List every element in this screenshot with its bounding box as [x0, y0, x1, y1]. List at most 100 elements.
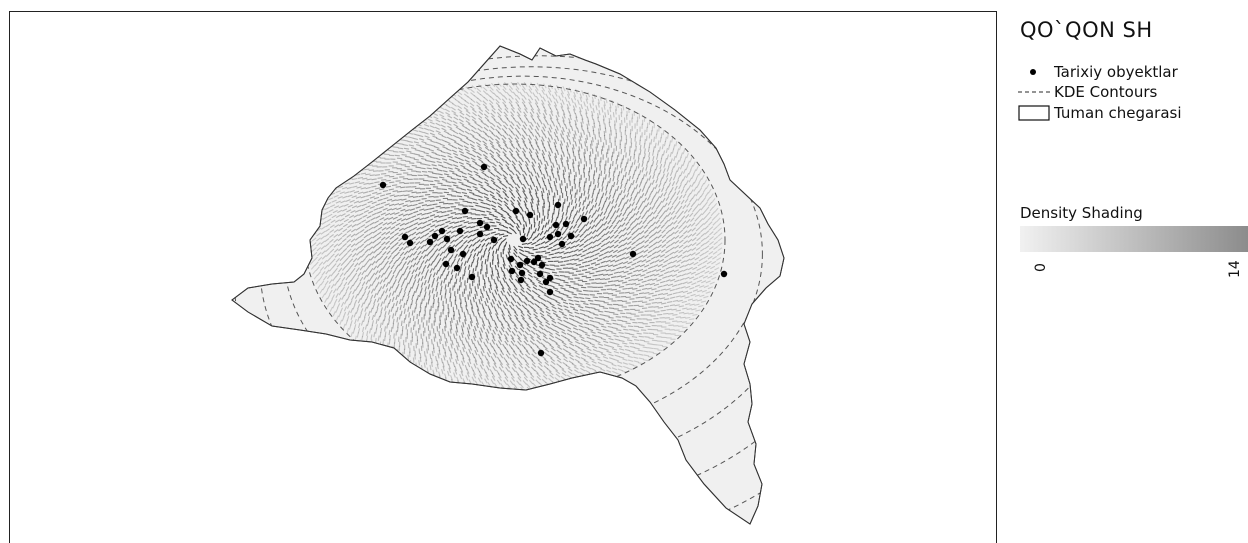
density-ring: [419, 167, 611, 313]
density-hatch-ring: [493, 222, 537, 258]
density-ring: [346, 111, 684, 369]
density-hatch-ring: [501, 229, 529, 251]
density-hatch-ring: [497, 226, 533, 254]
density-hatch-ring: [419, 167, 611, 313]
legend-item-historical-sites: Tarixiy obyektlar: [1018, 62, 1248, 82]
density-ring: [497, 226, 533, 254]
historical-site-point: [483, 223, 491, 231]
density-max-label: 14: [1227, 260, 1243, 278]
density-ring: [393, 147, 637, 333]
historical-site-point: [508, 267, 516, 275]
density-ring: [501, 229, 529, 251]
density-hatch-ring: [350, 114, 680, 366]
density-ring: [389, 144, 641, 336]
density-ring: [359, 121, 671, 359]
density-hatch-ring: [372, 131, 658, 349]
density-ring: [367, 127, 663, 353]
historical-site-point: [480, 163, 488, 171]
map-frame[interactable]: [9, 11, 997, 543]
density-ring: [354, 117, 676, 363]
historical-site-point: [629, 250, 637, 258]
legend-label-kde-contours: KDE Contours: [1054, 83, 1158, 101]
historical-site-point: [538, 261, 546, 269]
density-ring: [372, 131, 658, 349]
dashed-line-icon: [1018, 91, 1050, 93]
historical-site-point: [526, 211, 534, 219]
legend-title: QO`QON SH: [1020, 18, 1153, 42]
density-hatch-ring: [389, 144, 641, 336]
density-ring: [411, 160, 619, 320]
density-hatch-ring: [398, 150, 632, 330]
density-hatch-ring: [346, 111, 684, 369]
historical-site-point: [546, 288, 554, 296]
density-hatch-ring: [402, 153, 628, 327]
density-shading-title: Density Shading: [1020, 204, 1143, 222]
density-ring: [380, 137, 650, 343]
density-color-ramp: [1020, 226, 1248, 252]
historical-site-point: [476, 230, 484, 238]
historical-site-point: [468, 273, 476, 281]
historical-site-point: [461, 207, 469, 215]
density-hatch-ring: [380, 137, 650, 343]
density-ring: [385, 140, 645, 340]
point-symbol-icon: [1030, 69, 1036, 75]
historical-site-point: [431, 232, 439, 240]
density-ring: [424, 170, 606, 310]
historical-site-point: [443, 235, 451, 243]
historical-site-point: [401, 233, 409, 241]
historical-site-point: [426, 238, 434, 246]
density-ring: [376, 134, 654, 346]
legend-label-historical-sites: Tarixiy obyektlar: [1054, 63, 1178, 81]
historical-site-point: [546, 274, 554, 282]
historical-site-point: [534, 254, 542, 262]
historical-site-point: [442, 260, 450, 268]
historical-site-point: [518, 269, 526, 277]
historical-site-point: [720, 270, 728, 278]
legend: QO`QON SH Tarixiy obyektlar KDE Contours…: [1018, 14, 1248, 314]
historical-site-point: [542, 278, 550, 286]
density-ring: [493, 222, 537, 258]
historical-site-point: [554, 201, 562, 209]
density-hatch-ring: [393, 147, 637, 333]
density-ring: [363, 124, 667, 356]
polygon-symbol-icon: [1018, 105, 1050, 121]
historical-site-point: [516, 261, 524, 269]
density-hatch-ring: [411, 160, 619, 320]
density-hatch-ring: [406, 157, 624, 323]
density-hatch-ring: [341, 108, 689, 372]
density-ring: [406, 157, 624, 323]
density-ring: [462, 199, 568, 281]
density-hatch-ring: [484, 216, 546, 264]
density-ring: [471, 206, 559, 274]
density-hatch-ring: [462, 199, 568, 281]
density-ring: [484, 216, 546, 264]
historical-site-point: [459, 250, 467, 258]
historical-site-point: [523, 257, 531, 265]
historical-site-point: [567, 232, 575, 240]
legend-item-kde-contours: KDE Contours: [1018, 82, 1248, 102]
density-ring: [402, 153, 628, 327]
historical-site-point: [554, 230, 562, 238]
density-hatch-ring: [367, 127, 663, 353]
density-hatch-ring: [376, 134, 654, 346]
density-hatch-ring: [432, 176, 598, 304]
historical-sites: [379, 163, 728, 357]
legend-item-district-boundary: Tuman chegarasi: [1018, 103, 1248, 123]
density-hatch-ring: [363, 124, 667, 356]
density-ring: [432, 176, 598, 304]
historical-site-point: [490, 236, 498, 244]
historical-site-point: [536, 270, 544, 278]
density-hatch-ring: [471, 206, 559, 274]
historical-site-point: [507, 255, 515, 263]
historical-site-point: [519, 235, 527, 243]
historical-site-point: [552, 221, 560, 229]
density-hatch-ring: [354, 117, 676, 363]
density-hatch-ring: [359, 121, 671, 359]
historical-site-point: [512, 207, 520, 215]
density-hatch-ring: [424, 170, 606, 310]
density-hatch-ring: [385, 140, 645, 340]
district-outline: [231, 45, 785, 525]
density-hatch-ring: [415, 163, 615, 317]
legend-label-district-boundary: Tuman chegarasi: [1054, 104, 1182, 122]
density-map[interactable]: [10, 12, 997, 543]
